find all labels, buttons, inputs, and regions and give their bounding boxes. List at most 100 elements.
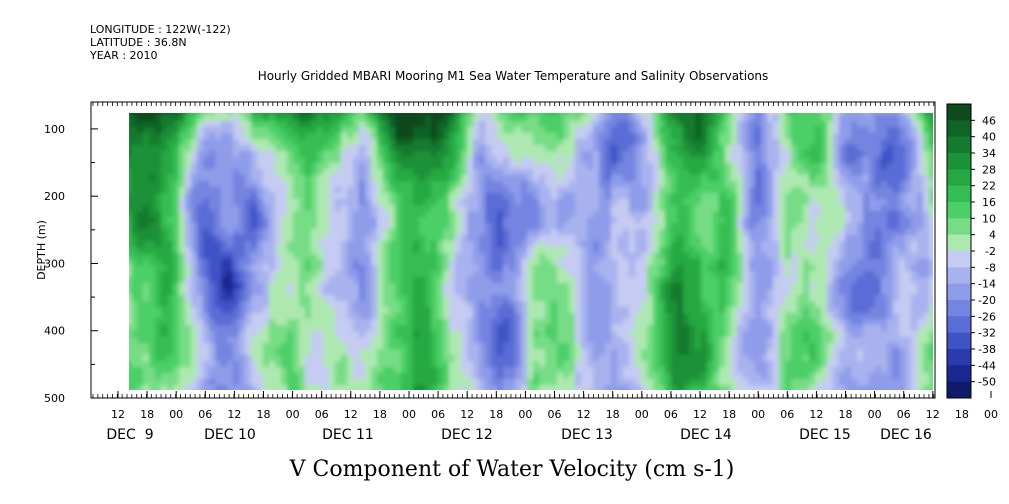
heatmap-cell (329, 127, 336, 134)
heatmap-cell (689, 319, 696, 326)
heatmap-cell (299, 151, 306, 158)
heatmap-cell (263, 113, 270, 116)
heatmap-cell (647, 175, 654, 182)
heatmap-cell (665, 301, 672, 308)
heatmap-cell (659, 217, 666, 224)
heatmap-cell (143, 295, 150, 302)
heatmap-cell (131, 265, 138, 272)
heatmap-cell (251, 115, 258, 122)
heatmap-cell (935, 193, 942, 200)
heatmap-cell (929, 277, 933, 284)
heatmap-cell (491, 325, 498, 332)
heatmap-cell (581, 271, 588, 278)
heatmap-cell (437, 187, 444, 194)
heatmap-cell (599, 121, 606, 128)
heatmap-cell (827, 265, 834, 272)
heatmap-cell (311, 157, 318, 164)
heatmap-cell (845, 313, 852, 320)
heatmap-cell (611, 199, 618, 206)
heatmap-cell (611, 205, 618, 212)
heatmap-cell (551, 187, 558, 194)
heatmap-cell (131, 259, 138, 266)
heatmap-cell (203, 157, 210, 164)
heatmap-cell (161, 277, 168, 284)
heatmap-cell (137, 265, 144, 272)
heatmap-cell (533, 175, 540, 182)
heatmap-cell (371, 223, 378, 230)
heatmap-cell (683, 181, 690, 188)
heatmap-cell (635, 319, 642, 326)
heatmap-cell (671, 277, 678, 284)
heatmap-cell (593, 115, 600, 122)
heatmap-cell (359, 259, 366, 266)
heatmap-cell (167, 259, 174, 266)
heatmap-cell (899, 217, 906, 224)
heatmap-cell (491, 313, 498, 320)
heatmap-cell (863, 175, 870, 182)
heatmap-cell (149, 283, 156, 290)
heatmap-cell (701, 307, 708, 314)
heatmap-cell (155, 223, 162, 230)
heatmap-cell (317, 289, 324, 296)
heatmap-cell (803, 115, 810, 122)
heatmap-cell (341, 205, 348, 212)
heatmap-cell (617, 151, 624, 158)
heatmap-cell (551, 247, 558, 254)
heatmap-cell (737, 145, 744, 152)
heatmap-cell (227, 205, 234, 212)
heatmap-cell (305, 169, 312, 176)
heatmap-cell (797, 205, 804, 212)
heatmap-cell (887, 259, 894, 266)
heatmap-cell (749, 139, 756, 146)
heatmap-cell (761, 289, 768, 296)
heatmap-cell (821, 217, 828, 224)
heatmap-cell (695, 325, 702, 332)
heatmap-cell (509, 187, 516, 194)
heatmap-cell (677, 307, 684, 314)
heatmap-cell (203, 223, 210, 230)
heatmap-cell (875, 169, 882, 176)
heatmap-cell (455, 163, 462, 170)
heatmap-cell (281, 319, 288, 326)
heatmap-cell (605, 265, 612, 272)
heatmap-cell (569, 301, 576, 308)
heatmap-cell (845, 271, 852, 278)
heatmap-cell (581, 115, 588, 122)
heatmap-cell (161, 139, 168, 146)
heatmap-cell (335, 163, 342, 170)
heatmap-cell (209, 205, 216, 212)
heatmap-cell (167, 211, 174, 218)
heatmap-cell (515, 211, 522, 218)
heatmap-cell (233, 235, 240, 242)
heatmap-cell (815, 289, 822, 296)
heatmap-cell (779, 247, 786, 254)
heatmap-cell (881, 157, 888, 164)
heatmap-cell (245, 157, 252, 164)
heatmap-cell (743, 187, 750, 194)
heatmap-cell (521, 115, 528, 122)
heatmap-cell (791, 313, 798, 320)
heatmap-cell (713, 169, 720, 176)
heatmap-cell (335, 193, 342, 200)
heatmap-cell (455, 277, 462, 284)
heatmap-cell (359, 289, 366, 296)
heatmap-cell (731, 253, 738, 260)
heatmap-cell (437, 307, 444, 314)
heatmap-cell (629, 253, 636, 260)
heatmap-cell (269, 241, 276, 248)
heatmap-cell (815, 271, 822, 278)
heatmap-cell (407, 163, 414, 170)
heatmap-cell (233, 259, 240, 266)
heatmap-cell (761, 301, 768, 308)
heatmap-cell (653, 121, 660, 128)
heatmap-cell (143, 151, 150, 158)
heatmap-cell (395, 319, 402, 326)
heatmap-cell (377, 175, 384, 182)
heatmap-cell (371, 121, 378, 128)
heatmap-cell (179, 139, 186, 146)
heatmap-cell (905, 139, 912, 146)
heatmap-cell (509, 277, 516, 284)
heatmap-cell (149, 169, 156, 176)
heatmap-cell (707, 223, 714, 230)
heatmap-cell (821, 139, 828, 146)
